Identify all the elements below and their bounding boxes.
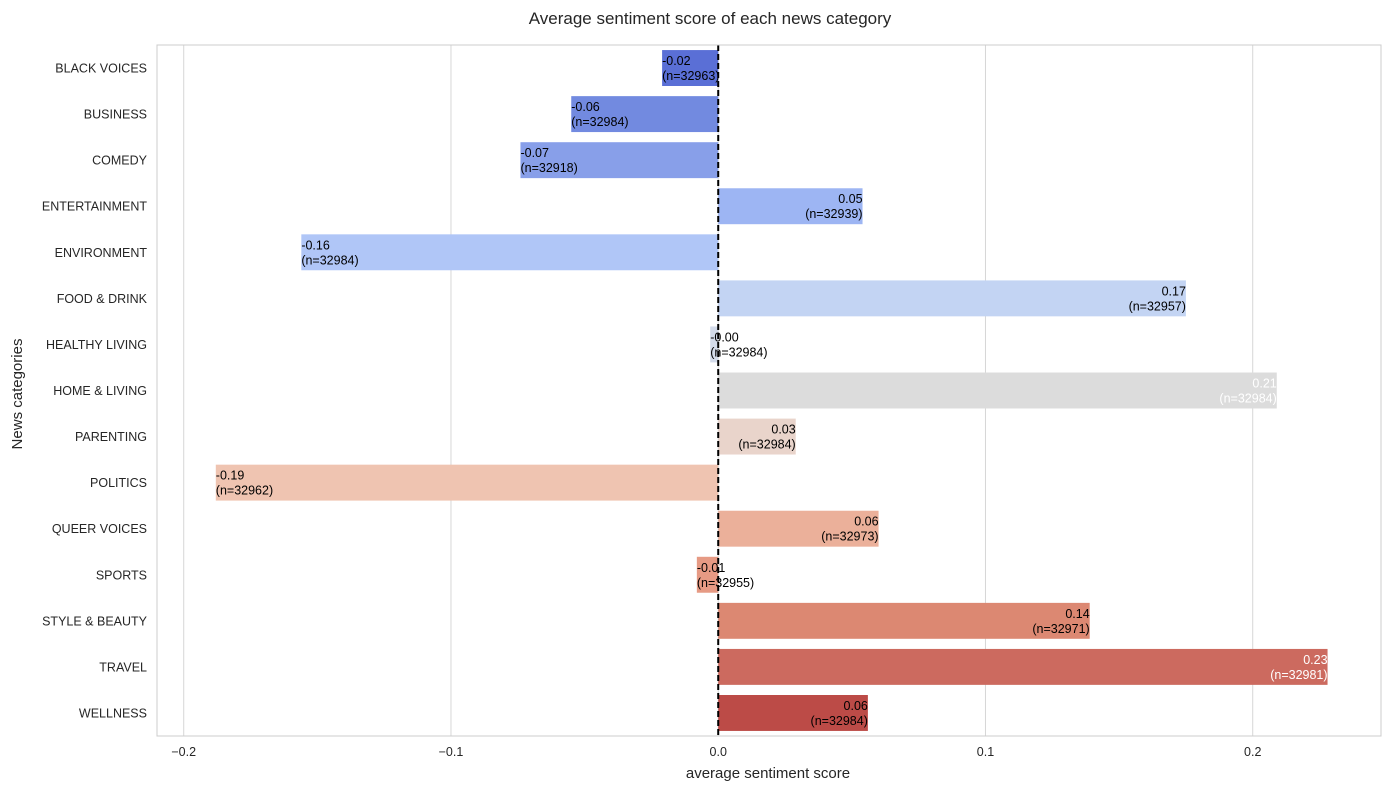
data-label-value: -0.19 [216,469,245,483]
y-tick-label: POLITICS [90,476,147,490]
y-tick-label: BUSINESS [84,108,147,122]
y-tick-label: BLACK VOICES [55,62,147,76]
y-tick-label: FOOD & DRINK [57,292,148,306]
data-label-value: -0.16 [301,238,330,252]
y-axis-label: News categories [9,339,26,450]
data-label-count: (n=32971) [1032,622,1089,636]
data-label-count: (n=32918) [520,161,577,175]
data-label-value: 0.06 [844,699,868,713]
bar [571,96,719,133]
bar [662,50,719,86]
bar [718,188,863,225]
data-label-value: -0.01 [697,561,726,575]
data-label-value: 0.14 [1065,607,1089,621]
bar [520,142,719,179]
bar [710,326,719,363]
x-tick-label: −0.1 [439,745,464,759]
data-label-count: (n=32973) [821,530,878,544]
bar [718,510,879,547]
y-tick-label: HOME & LIVING [53,384,147,398]
y-tick-label: COMEDY [92,154,148,168]
data-labels: -0.02(n=32963)-0.06(n=32984)-0.07(n=3291… [216,54,1328,728]
bar [696,556,719,593]
bar [718,372,1277,409]
data-label-value: 0.05 [838,192,862,206]
data-label-value: 0.06 [854,515,878,529]
data-label-count: (n=32984) [571,115,628,129]
y-tick-label: ENVIRONMENT [55,246,148,260]
y-tick-label: WELLNESS [79,706,147,720]
y-tick-label: ENTERTAINMENT [42,200,147,214]
data-label-count: (n=32957) [1129,299,1186,313]
plot-frame [156,44,1382,737]
x-tick-label: 0.0 [710,745,727,759]
data-label-count: (n=32939) [805,207,862,221]
data-label-count: (n=32981) [1270,668,1327,682]
y-tick-label: TRAVEL [99,660,147,674]
data-label-value: -0.02 [662,54,691,68]
data-label-count: (n=32963) [662,69,719,83]
data-label-count: (n=32962) [216,484,273,498]
data-label-count: (n=32984) [710,345,767,359]
bar [718,280,1186,317]
bars [215,50,1328,731]
data-label-value: -0.00 [710,330,739,344]
data-label-value: 0.03 [771,423,795,437]
data-label-value: -0.06 [571,100,600,114]
bar [215,464,719,501]
y-tick-label: PARENTING [75,430,147,444]
bar [718,648,1328,685]
bar [718,602,1090,639]
bar [718,695,868,731]
chart-title: Average sentiment score of each news cat… [529,9,892,28]
data-label-value: 0.23 [1303,653,1327,667]
data-label-count: (n=32984) [811,714,868,728]
y-tick-label: SPORTS [96,568,147,582]
x-axis-label: average sentiment score [686,765,850,782]
x-tick-label: 0.1 [977,745,994,759]
x-tick-label: 0.2 [1244,745,1261,759]
bar [718,418,796,455]
data-label-count: (n=32984) [1219,392,1276,406]
y-tick-label: STYLE & BEAUTY [42,614,148,628]
y-tick-label: QUEER VOICES [52,522,147,536]
data-label-count: (n=32984) [301,253,358,267]
bar [301,234,719,271]
data-label-value: -0.07 [520,146,549,160]
data-label-value: 0.21 [1252,377,1276,391]
x-tick-label: −0.2 [171,745,196,759]
data-label-count: (n=32955) [697,576,754,590]
axes: −0.2 −0.1 0.0 0.1 0.2 BLACK VOICES BUSINESS COM… [42,44,1382,759]
data-label-value: 0.17 [1162,284,1186,298]
data-label-count: (n=32984) [738,438,795,452]
y-tick-label: HEALTHY LIVING [46,338,147,352]
